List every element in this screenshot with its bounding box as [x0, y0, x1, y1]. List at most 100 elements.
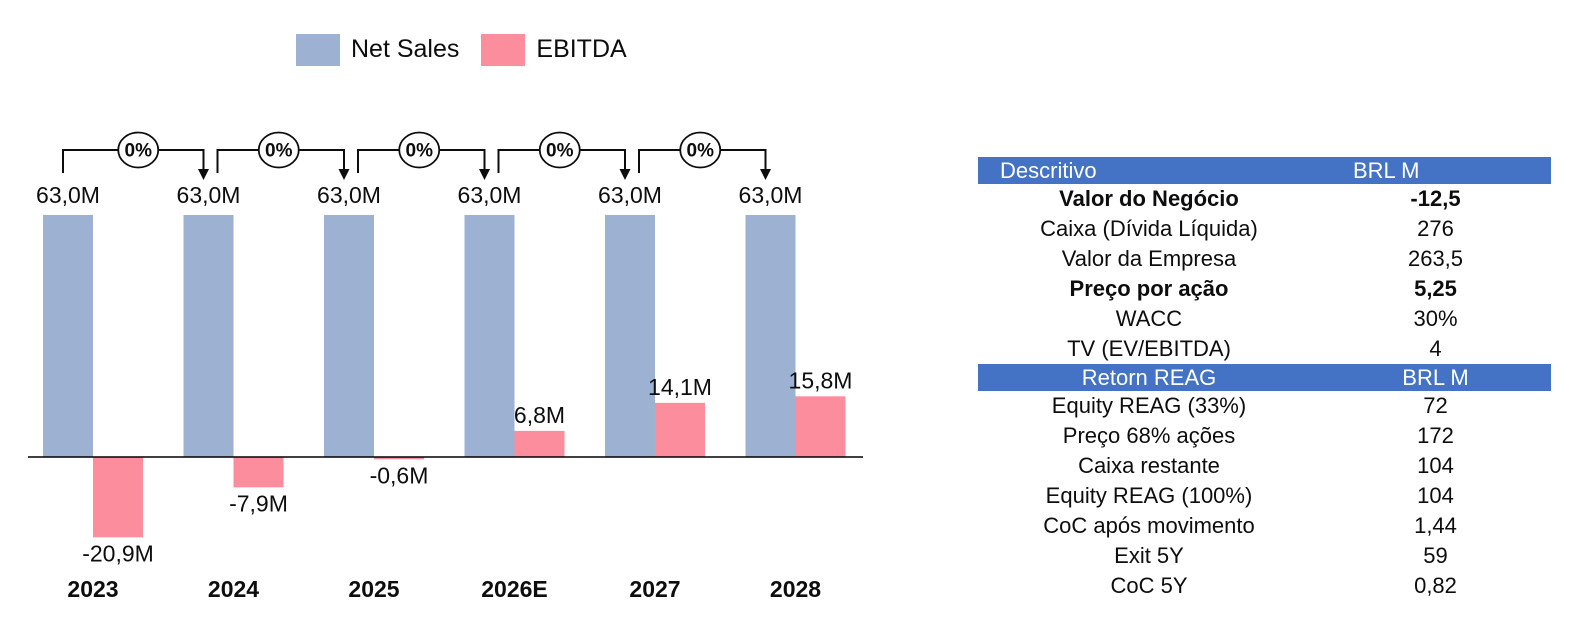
table-value-cell: 263,5	[1407, 246, 1464, 271]
table-label-cell: Equity REAG (33%)	[1051, 393, 1247, 418]
bar-ebitda	[93, 457, 143, 538]
table-value-cell: 59	[1423, 543, 1448, 568]
table-section-header: Descritivo BRL M	[978, 157, 1551, 184]
table-value-cell: -12,5	[1410, 186, 1461, 211]
table-row: Preço por ação 5,25	[978, 274, 1551, 304]
ebitda-value-label: 15,8M	[789, 367, 853, 393]
table-label-cell: CoC após movimento	[1043, 513, 1255, 538]
table-section-header: Retorn REAG BRL M	[978, 364, 1551, 391]
table-header-cell: BRL M	[1353, 158, 1420, 183]
bar-net-sales	[43, 214, 93, 457]
growth-bubble	[257, 131, 300, 169]
table-header-cell: Descritivo	[1000, 158, 1097, 183]
arrow-down-icon	[198, 169, 209, 180]
category-label: 2027	[629, 576, 680, 602]
table-row: Preço 68% ações 172	[978, 421, 1551, 451]
table-row: Valor da Empresa 263,5	[978, 244, 1551, 274]
growth-connector-line	[216, 149, 345, 173]
table-label-cell: Exit 5Y	[1114, 543, 1184, 568]
ebitda-value-label: 14,1M	[648, 374, 712, 400]
table-label-cell: Equity REAG (100%)	[1045, 483, 1253, 508]
table-value-cell: 104	[1417, 483, 1454, 508]
net-sales-value-label: 63,0M	[36, 182, 100, 208]
category-label: 2025	[348, 576, 399, 602]
ebitda-value-label: -0,6M	[370, 462, 429, 488]
chart-legend: Net Sales EBITDA	[296, 33, 627, 66]
growth-percentage-label: 0%	[125, 141, 153, 162]
category-label: 2023	[67, 576, 118, 602]
table-row: TV (EV/EBITDA) 4	[978, 334, 1551, 364]
table-value-cell: 5,25	[1414, 276, 1457, 301]
table-label-cell: Valor do Negócio	[1059, 186, 1239, 211]
ebitda-value-label: -20,9M	[82, 540, 154, 566]
table-value-cell: 172	[1417, 423, 1454, 448]
table-row: CoC após movimento 1,44	[978, 511, 1551, 541]
growth-connector-line	[357, 149, 486, 173]
growth-bubble	[117, 131, 160, 169]
table-label-cell: Preço por ação	[1069, 276, 1229, 301]
growth-percentage-label: 0%	[265, 141, 293, 162]
growth-connector-line	[497, 149, 626, 173]
legend-label: EBITDA	[536, 35, 627, 63]
table-row: Valor do Negócio -12,5	[978, 184, 1551, 214]
table-value-cell: 0,82	[1414, 573, 1457, 598]
growth-bubble	[398, 131, 441, 169]
arrow-down-icon	[760, 169, 771, 180]
growth-connector-line	[62, 149, 205, 173]
table-row: WACC 30%	[978, 304, 1551, 334]
table-label-cell: Preço 68% ações	[1062, 423, 1236, 448]
growth-percentage-label: 0%	[687, 141, 715, 162]
ebitda-value-label: -7,9M	[229, 490, 288, 516]
table-row: Caixa (Dívida Líquida) 276	[978, 214, 1551, 244]
net-sales-value-label: 63,0M	[598, 182, 662, 208]
bar-ebitda	[655, 402, 705, 457]
bar-net-sales	[745, 214, 796, 457]
bar-ebitda	[514, 430, 565, 457]
legend-label: Net Sales	[351, 35, 460, 63]
table-label-cell: WACC	[1115, 306, 1183, 331]
growth-bubble	[538, 131, 581, 169]
table-label-cell: TV (EV/EBITDA)	[1067, 336, 1231, 361]
table-row: Equity REAG (100%) 104	[978, 481, 1551, 511]
net-sales-value-label: 63,0M	[739, 182, 803, 208]
growth-bubble	[679, 131, 722, 169]
net-sales-value-label: 63,0M	[458, 182, 522, 208]
bar-net-sales	[183, 214, 234, 457]
table-value-cell: 1,44	[1414, 513, 1457, 538]
table-row: CoC 5Y 0,82	[978, 571, 1551, 601]
table-value-cell: 72	[1423, 393, 1448, 418]
table-row: Equity REAG (33%) 72	[978, 391, 1551, 421]
bar-chart: 63,0M -20,9M 2023 63,0M -7,9M 2024 63,0M -0,6M 2…	[28, 131, 863, 602]
table-label-cell: Valor da Empresa	[1061, 246, 1237, 271]
results-table: Descritivo BRL M Valor do Negócio -12,5 Caix…	[978, 157, 1551, 601]
growth-percentage-label: 0%	[406, 141, 434, 162]
table-row: Exit 5Y 59	[978, 541, 1551, 571]
growth-percentage-label: 0%	[546, 141, 574, 162]
table-label-cell: Caixa restante	[1078, 453, 1220, 478]
bar-net-sales	[464, 214, 515, 457]
bar-net-sales	[605, 214, 655, 457]
table-row: Caixa restante 104	[978, 451, 1551, 481]
legend-item-net-sales: Net Sales	[296, 33, 459, 66]
legend-item-ebitda: EBITDA	[481, 33, 627, 66]
net-sales-value-label: 63,0M	[317, 182, 381, 208]
bar-ebitda	[795, 396, 846, 457]
table-header-cell: Retorn REAG	[1081, 365, 1217, 390]
table-header-cell: BRL M	[1402, 365, 1469, 390]
growth-connector-line	[638, 149, 767, 173]
table-label-cell: CoC 5Y	[1110, 573, 1188, 598]
bar-ebitda	[233, 457, 284, 488]
table-value-cell: 4	[1429, 336, 1442, 361]
table-value-cell: 30%	[1413, 306, 1458, 331]
table-value-cell: 104	[1417, 453, 1454, 478]
category-label: 2028	[770, 576, 821, 602]
arrow-down-icon	[619, 169, 631, 180]
legend-swatch	[481, 33, 526, 66]
category-label: 2024	[208, 576, 259, 602]
arrow-down-icon	[338, 169, 350, 180]
legend-swatch	[296, 33, 340, 66]
category-label: 2026E	[481, 576, 548, 602]
table-value-cell: 276	[1417, 216, 1454, 241]
bar-ebitda	[374, 457, 424, 460]
